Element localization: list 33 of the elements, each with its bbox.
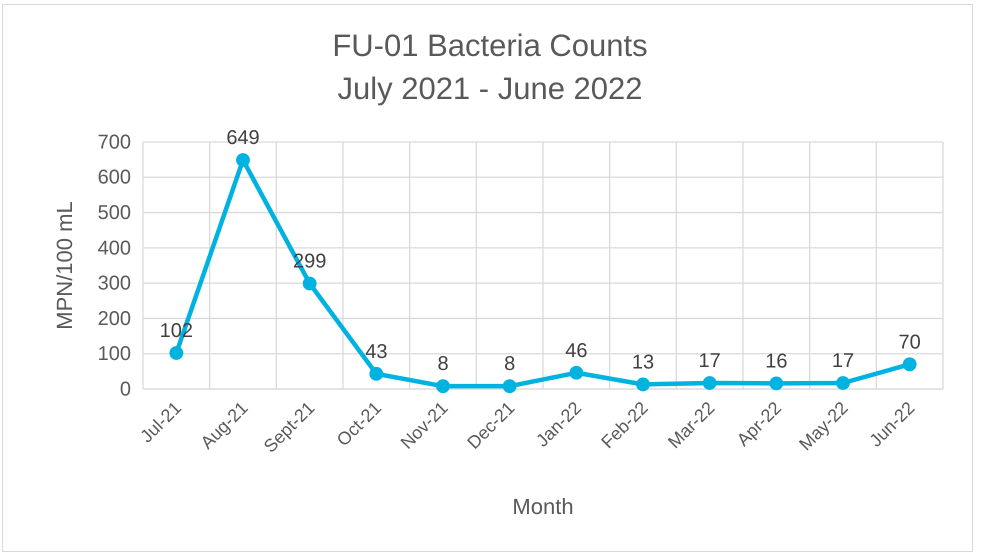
point [902,357,917,372]
data-label: 46 [565,340,588,362]
point [702,376,717,390]
x-axis-title: Month [512,494,574,519]
point [569,366,584,380]
point [302,276,317,290]
point [836,376,850,390]
y-tick-label: 700 [98,131,131,154]
data-label: 17 [698,350,721,372]
data-label: 13 [632,351,654,374]
point [436,379,450,394]
y-tick-label: 0 [120,378,131,400]
y-tick-label: 600 [98,166,131,189]
data-label: 17 [832,350,854,372]
y-tick-label: 500 [98,202,131,224]
data-label: 8 [437,353,449,376]
chart-title: FU-01 Bacteria Counts July 2021 - June 2022 [332,28,648,106]
data-label: 649 [226,126,260,149]
point [502,379,517,394]
data-label: 43 [365,340,388,363]
y-tick-label: 400 [98,237,131,260]
y-tick-label: 300 [98,272,131,295]
point [236,153,250,167]
point [169,346,184,360]
y-axis-title: MPN/100 mL [52,201,77,330]
point [636,378,650,392]
data-label: 70 [898,331,921,354]
y-tick-label: 100 [98,343,131,366]
data-label: 16 [765,350,788,372]
point [369,366,384,381]
data-label: 8 [504,353,516,376]
y-tick-label: 200 [98,308,131,330]
point [769,376,784,390]
